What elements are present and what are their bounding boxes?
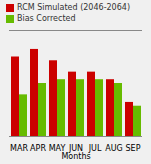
html-text:MAY JUN: MAY JUN [48,144,84,154]
svg-text:APR: APR [30,144,46,153]
svg-text:Months: Months [61,152,90,161]
svg-text:MAR: MAR [10,144,28,153]
html-text:Bias Corrected: Bias Corrected [17,14,76,23]
svg-text:JUL: JUL [88,144,102,154]
svg-text:AUG: AUG [105,144,123,153]
html-text:RCM Simulated (2046-2064): RCM Simulated (2046-2064) [17,3,130,12]
svg-text:SEP: SEP [126,144,141,153]
